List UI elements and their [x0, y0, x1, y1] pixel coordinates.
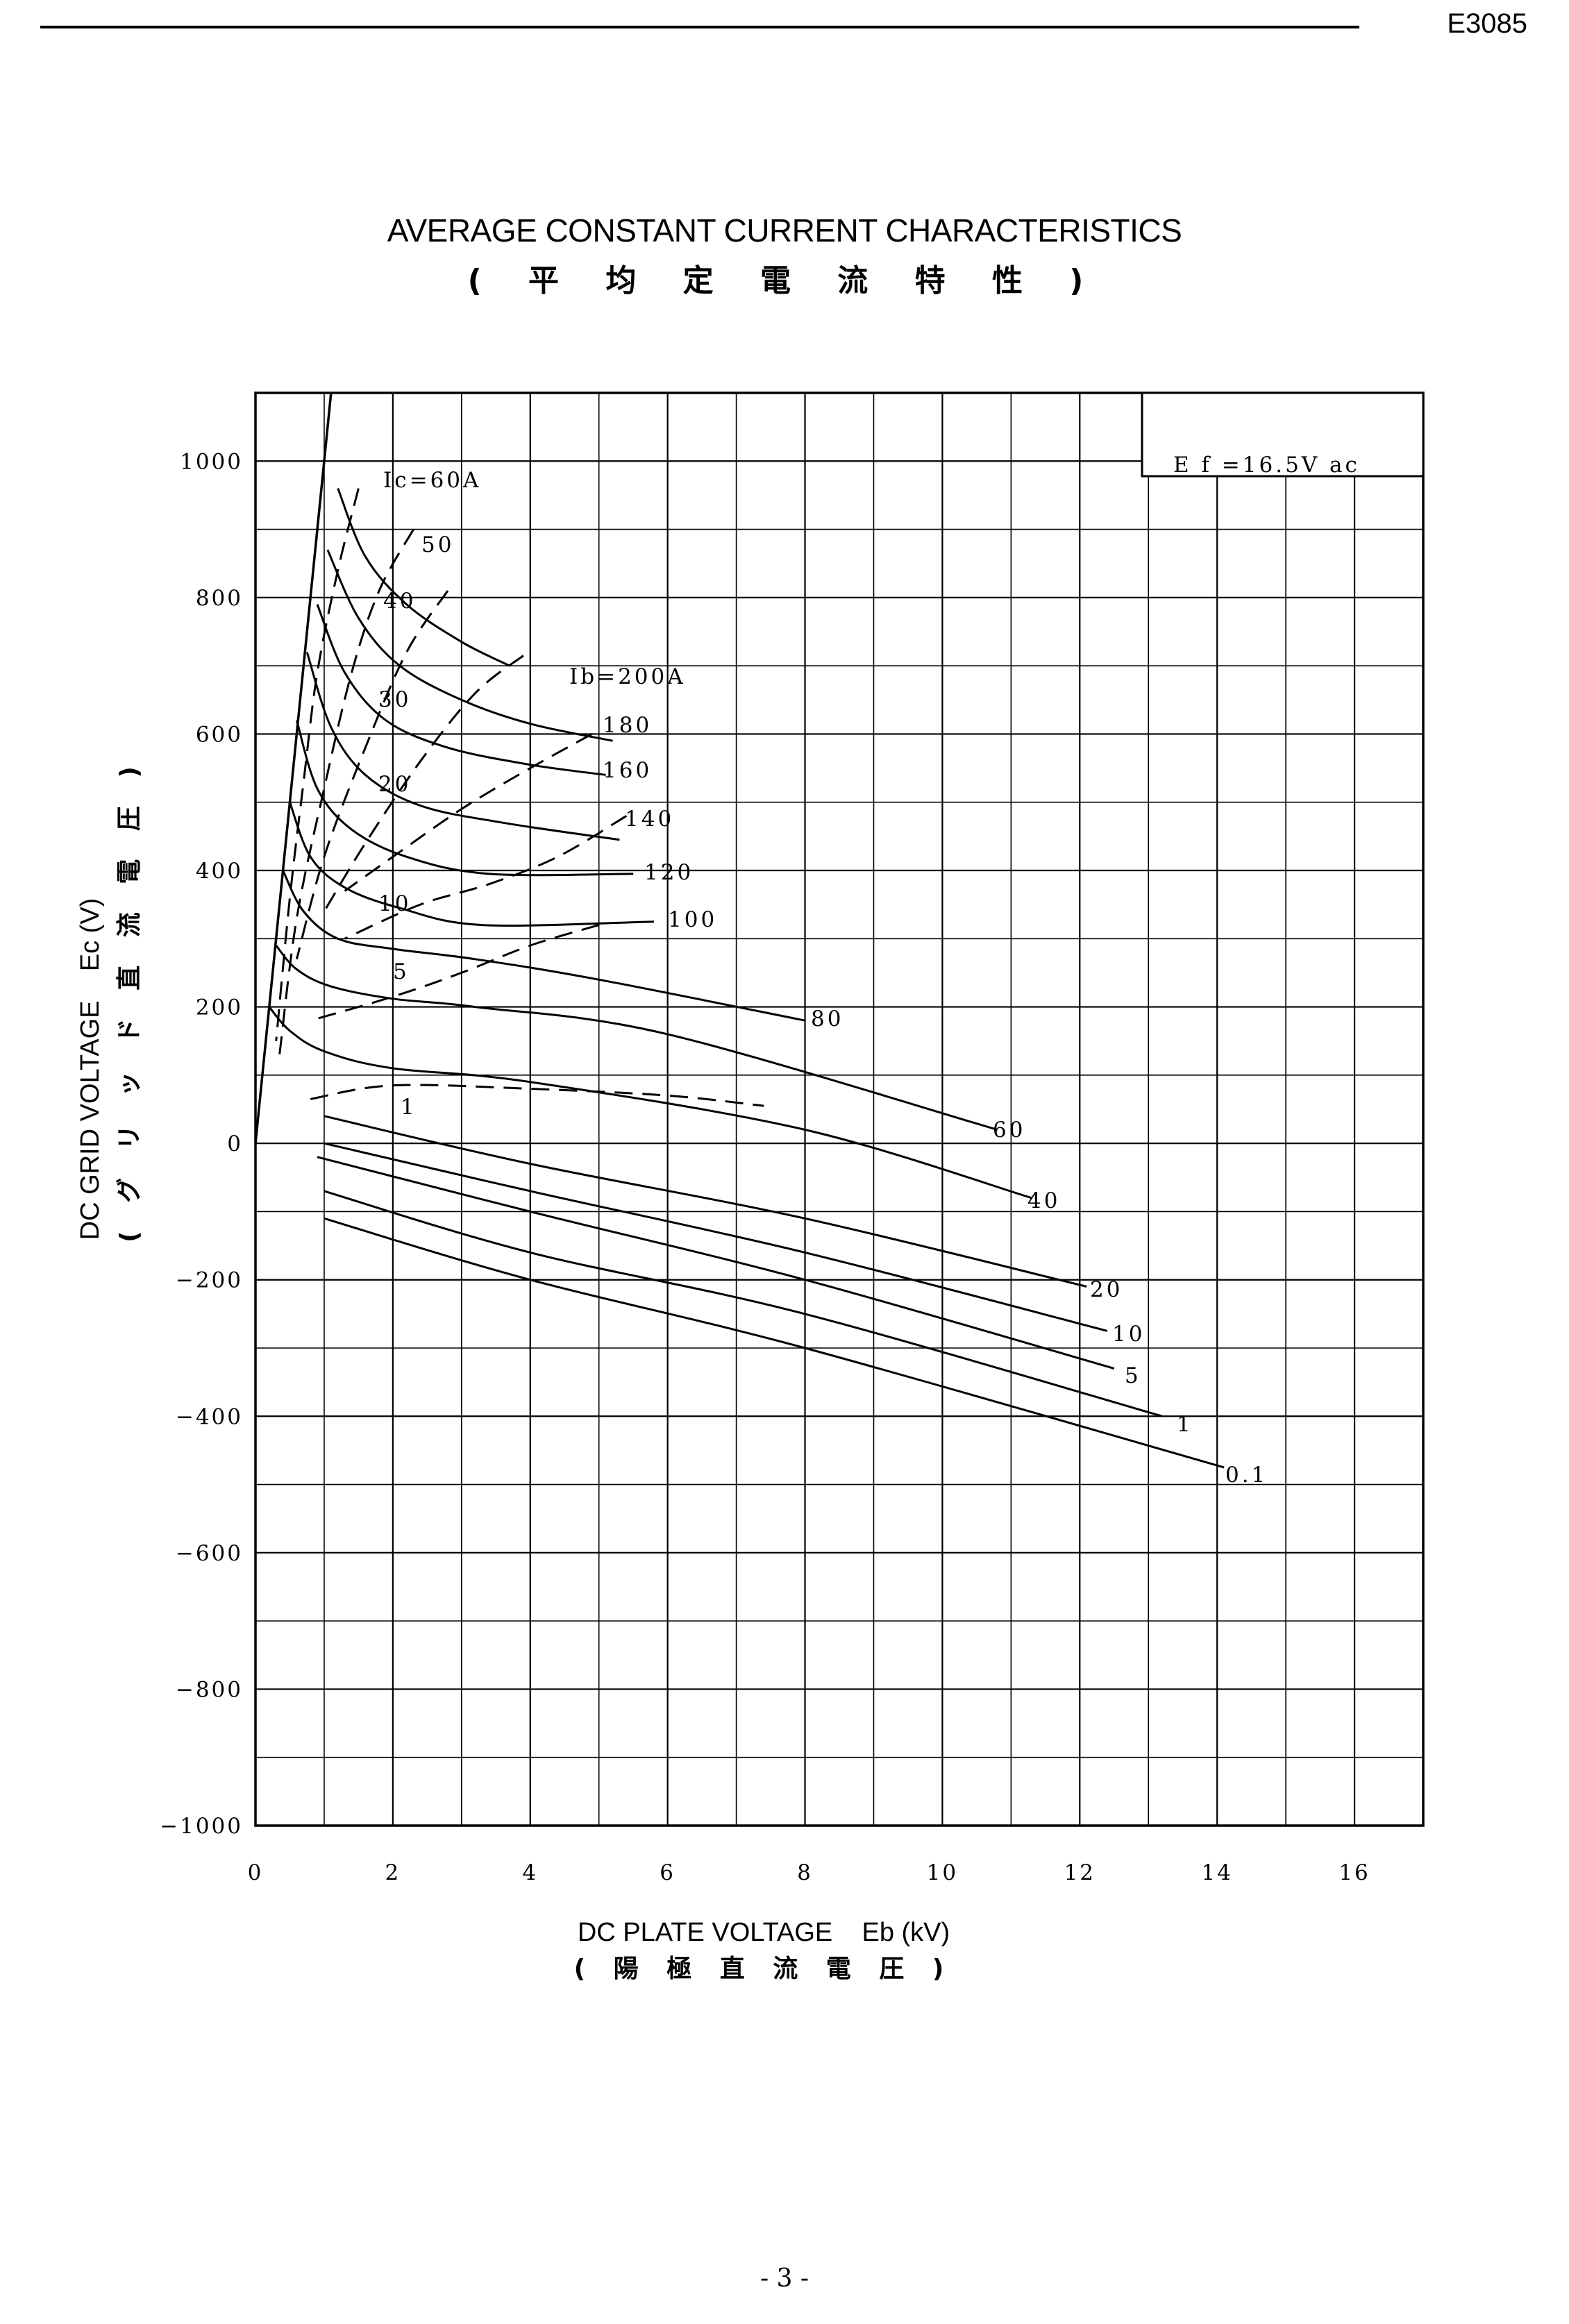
x-tick-label: 14 [1201, 1860, 1232, 1885]
y-tick-label: 0 [227, 1131, 243, 1156]
legend-note-box: E f =16.5V ac [1141, 391, 1425, 478]
grid-current-label: 40 [383, 589, 416, 614]
plate-current-curve [268, 1006, 1032, 1199]
plate-current-curve [295, 720, 634, 877]
plate-current-label: 80 [811, 1007, 844, 1032]
grid-layer [255, 393, 1423, 1826]
chart-subtitle: ( 平 均 定 電 流 特 性 ) [467, 263, 1102, 298]
document-code: E3085 [1447, 8, 1527, 39]
plate-current-label: 5 [1125, 1363, 1141, 1388]
series-layer [254, 392, 1225, 1469]
plate-current-label: 0.1 [1225, 1463, 1268, 1488]
plate-current-curve [337, 488, 510, 667]
plot-frame [254, 391, 1425, 1827]
plot-border [254, 391, 1425, 1827]
x-tick-label: 6 [660, 1860, 676, 1885]
plate-current-label: 1 [1177, 1412, 1193, 1437]
x-tick-label: 0 [248, 1860, 264, 1885]
y-tick-label: −1000 [160, 1814, 243, 1839]
plate-current-label: 120 [644, 860, 694, 885]
page-number: - 3 - [760, 2264, 809, 2293]
x-tick-label: 16 [1339, 1860, 1370, 1885]
y-tick-label: −600 [176, 1541, 243, 1566]
grid-current-curve [344, 815, 628, 940]
x-tick-label: 4 [522, 1860, 538, 1885]
y-tick-label: −200 [176, 1268, 243, 1293]
grid-current-label: 1 [401, 1095, 417, 1120]
x-tick-label: 10 [927, 1860, 958, 1885]
x-tick-label: 8 [797, 1860, 813, 1885]
plate-current-label: 60 [993, 1118, 1025, 1143]
plate-current-curve [324, 1217, 1225, 1469]
grid-current-label: Ic=60A [383, 468, 481, 493]
plate-current-curve [316, 604, 606, 776]
y-tick-label: 1000 [180, 449, 243, 474]
grid-current-curve [323, 655, 524, 912]
y-tick-label: 800 [196, 586, 243, 611]
curve-labels: Ib=200A1801601401201008060402010510.1Ic=… [378, 468, 1268, 1488]
grid-current-label: 5 [393, 959, 410, 984]
plate-current-label: 140 [625, 807, 674, 832]
plate-current-label: 100 [668, 907, 717, 932]
boundary-line [254, 392, 333, 1144]
y-tick-label: 200 [196, 995, 243, 1020]
grid-current-curve [295, 590, 449, 960]
plate-current-curve [317, 1156, 1115, 1370]
plate-current-label: 40 [1027, 1188, 1060, 1213]
grid-current-label: 20 [378, 772, 411, 797]
plate-current-curve [289, 802, 654, 927]
grid-current-curve [344, 733, 593, 892]
grid-current-label: 30 [378, 687, 411, 712]
x-tick-label: 2 [385, 1860, 401, 1885]
grid-current-curve [310, 1084, 764, 1107]
x-tick-label: 12 [1064, 1860, 1096, 1885]
plate-current-curve [275, 945, 998, 1131]
y-tick-label: −400 [176, 1404, 243, 1429]
y-tick-label: 600 [196, 722, 243, 747]
plate-current-curve [282, 870, 805, 1022]
plate-current-label: 160 [603, 758, 652, 783]
y-axis-subtitle: ( グ リ ッ ド 直 流 電 圧 ) [115, 757, 144, 1243]
y-tick-label: −800 [176, 1677, 243, 1702]
plate-current-label: 10 [1112, 1322, 1145, 1347]
grid-current-curve [275, 488, 360, 1041]
plate-current-curve [324, 1190, 1163, 1417]
plate-current-curve [326, 549, 613, 742]
tick-labels: 0 2 4 6 8 10 12 16 14 1000 800 600 400 200 0 −200 −400 −6… [160, 449, 1370, 1885]
grid-current-curve [278, 528, 414, 1055]
x-axis-title: DC PLATE VOLTAGE Eb (kV) [578, 1918, 950, 1947]
grid-current-label: 50 [421, 532, 454, 557]
legend-note: E f =16.5V ac [1173, 453, 1360, 478]
plate-current-curve [324, 1142, 1108, 1332]
x-axis-subtitle: ( 陽 極 直 流 電 圧 ) [574, 1955, 954, 1983]
plate-current-label: 20 [1090, 1277, 1123, 1302]
plate-current-curve [324, 1115, 1087, 1288]
y-tick-label: 400 [196, 859, 243, 884]
y-axis-title: DC GRID VOLTAGE Ec (V) [76, 898, 105, 1240]
plate-current-label: Ib=200A [569, 664, 686, 689]
plate-current-label: 180 [603, 713, 652, 738]
grid-current-label: 10 [378, 891, 411, 916]
grid-current-curve [310, 924, 600, 1022]
plate-current-curve [305, 652, 620, 841]
chart-title: AVERAGE CONSTANT CURRENT CHARACTERISTICS [387, 212, 1182, 249]
header-rule [40, 26, 1359, 28]
